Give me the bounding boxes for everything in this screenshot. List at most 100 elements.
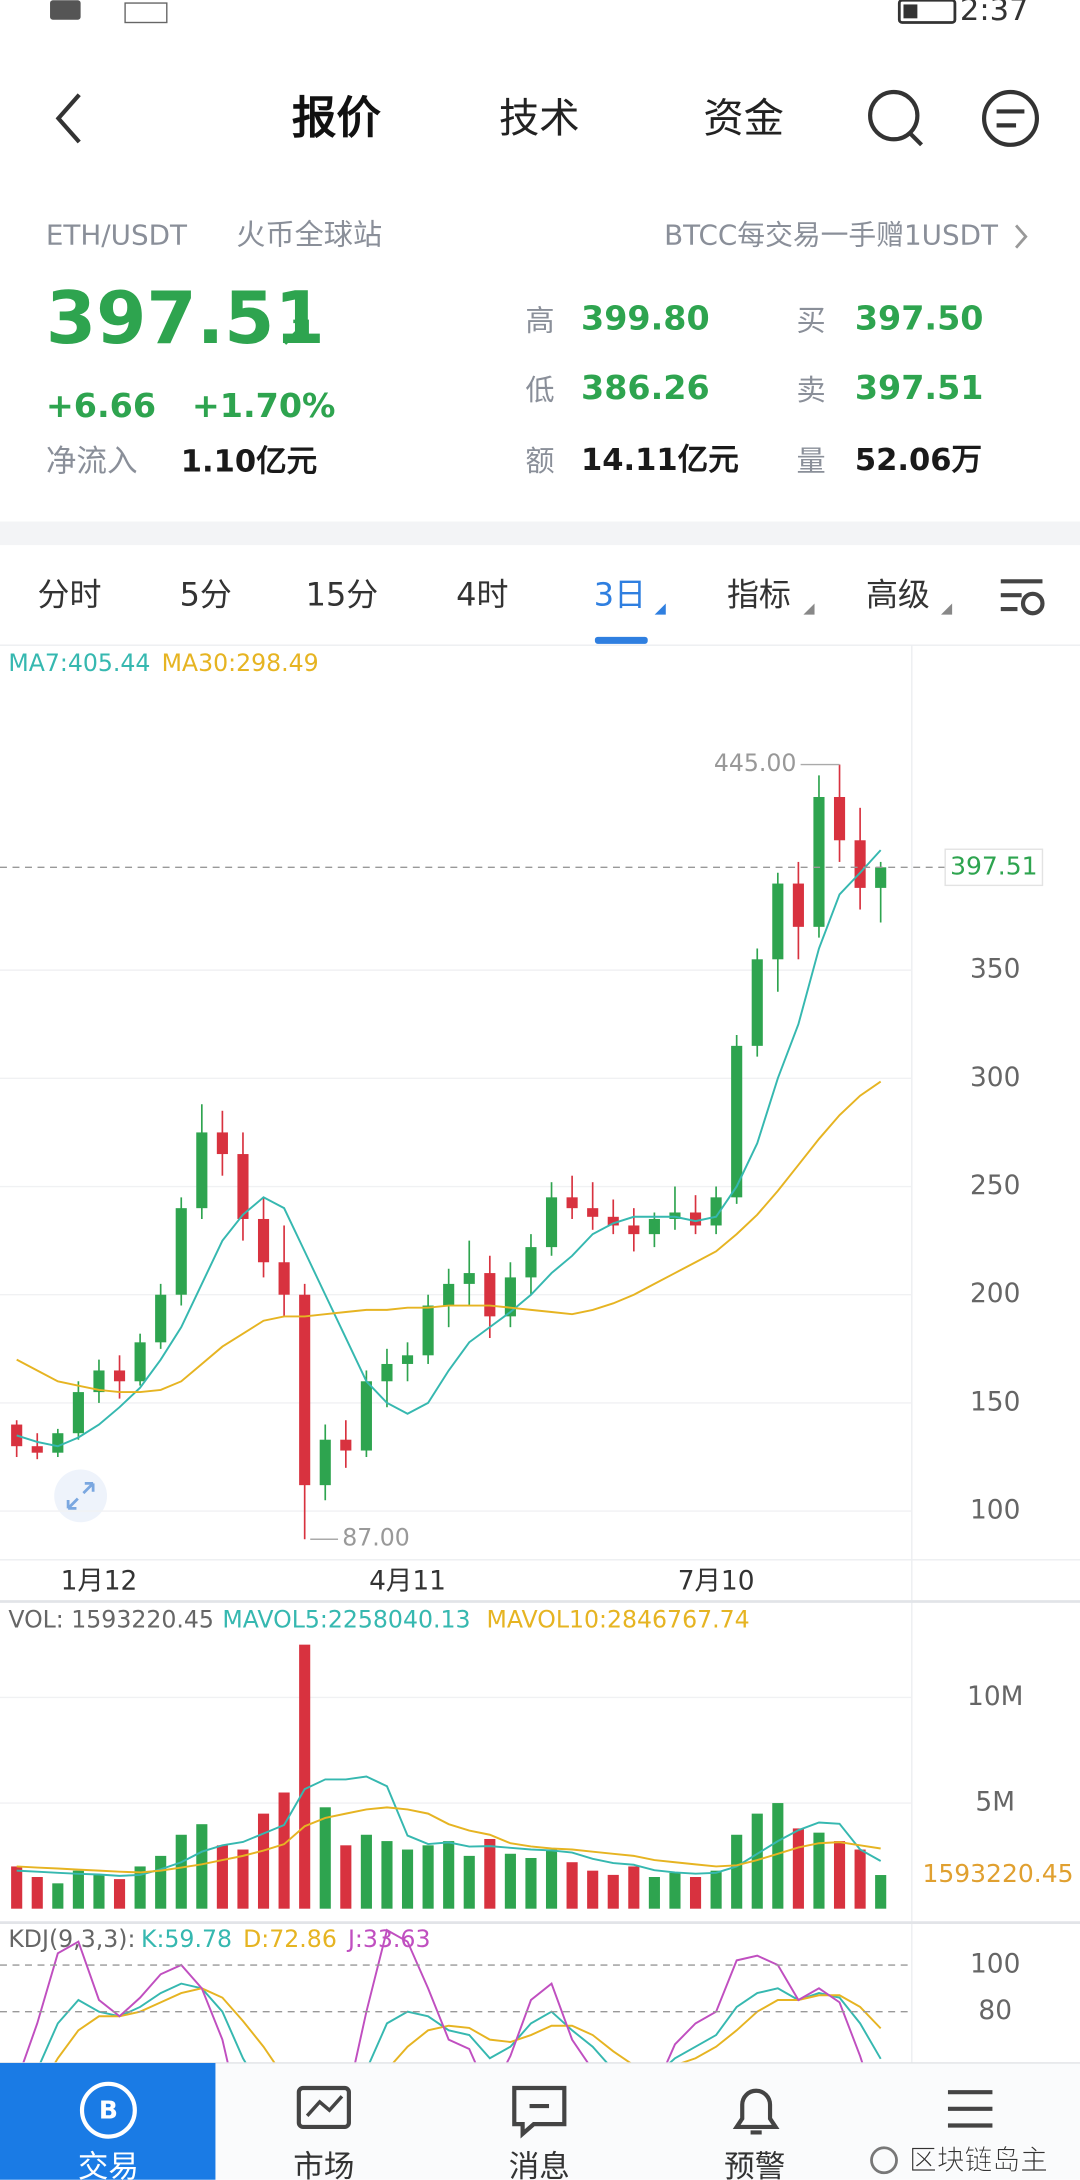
interval-tab[interactable]: 4时 <box>456 576 508 614</box>
stat-value: 397.50 <box>855 298 984 337</box>
panel-title: KDJ(9,3,3): <box>8 1925 135 1953</box>
message-icon <box>512 2085 567 2139</box>
interval-tab[interactable]: 5分 <box>180 576 232 614</box>
tab-label[interactable]: 市场 <box>293 2150 354 2180</box>
volume-bar <box>52 1883 64 1909</box>
tab-label[interactable]: 消息 <box>509 2150 570 2180</box>
nav-tab[interactable]: 资金 <box>703 95 784 142</box>
candle-body <box>545 1197 558 1248</box>
candle-body <box>504 1277 516 1317</box>
signal-icon <box>124 2 168 24</box>
candle-body <box>93 1370 105 1393</box>
candle-body <box>484 1273 496 1317</box>
interval-tab[interactable]: 3日 <box>594 576 646 614</box>
stat-value: 397.51 <box>855 368 984 407</box>
interval-tab[interactable]: 15分 <box>306 576 379 614</box>
candle-body <box>278 1262 290 1295</box>
volume-bar <box>340 1845 352 1909</box>
search-handle <box>908 132 924 147</box>
x-tick-label: 1月12 <box>61 1566 138 1597</box>
search-button[interactable] <box>868 89 924 147</box>
volume-bar <box>237 1849 249 1909</box>
stat-label: 买 <box>796 304 825 338</box>
nav-tab[interactable]: 技术 <box>499 95 580 142</box>
candle-body <box>463 1273 475 1284</box>
pair: ETH/USDT <box>46 219 188 252</box>
volume-bar <box>31 1877 43 1909</box>
volume-bar <box>443 1841 455 1909</box>
indicator-line <box>39 1982 882 2063</box>
volume-bar <box>72 1870 84 1909</box>
volume-bar <box>463 1855 475 1909</box>
candle-body <box>833 796 846 841</box>
trade-icon <box>79 2081 137 2139</box>
volume-bar <box>792 1828 804 1909</box>
legend-entry: MA30:298.49 <box>162 649 319 677</box>
legend-entry: D:72.86 <box>243 1925 337 1953</box>
interval-tab[interactable]: 分时 <box>38 576 102 614</box>
volume-bar <box>196 1824 208 1909</box>
candle-body <box>31 1446 43 1453</box>
candle-body <box>628 1225 640 1235</box>
legend-entry: VOL: 1593220.45 <box>8 1605 214 1633</box>
indicator-line <box>16 849 882 1448</box>
volume-bar <box>648 1877 660 1909</box>
charts: 100 150 200 250 300 350 1月12 4月11 7月10 MA7:405.44… <box>0 649 1074 2063</box>
expand-icon <box>66 1481 95 1510</box>
chart-settings[interactable] <box>1000 579 1045 616</box>
volume-bar <box>751 1813 763 1909</box>
volume-bar <box>134 1866 146 1909</box>
candle-body <box>710 1197 722 1226</box>
legend-entry: MAVOL5:2258040.13 <box>222 1605 470 1633</box>
volume-bar <box>381 1841 393 1909</box>
indicator-line <box>16 1080 882 1394</box>
candle-body <box>319 1439 331 1486</box>
menu-button[interactable] <box>982 89 1039 147</box>
tab-label[interactable]: 交易 <box>78 2150 139 2180</box>
promo-arrow <box>1015 224 1028 249</box>
y-tick-label: 100 <box>970 1949 1020 1980</box>
volume-bar <box>689 1877 702 1909</box>
nav-tab[interactable]: 报价 <box>292 93 381 144</box>
watermark: 区块链岛主 <box>909 2144 1048 2177</box>
up-arrow <box>283 319 309 345</box>
tab-label[interactable]: 预警 <box>724 2150 785 2180</box>
candle-body <box>875 867 887 888</box>
selected-underline <box>594 636 648 644</box>
interval-tab[interactable]: 指标 <box>727 576 791 614</box>
volume-bar <box>628 1866 640 1909</box>
promo[interactable]: BTCC每交易一手赠1USDT <box>664 219 999 252</box>
volume-bar <box>113 1879 126 1909</box>
candle-body <box>257 1218 270 1263</box>
last-price-box <box>944 848 1044 887</box>
legend-entry: J:33.63 <box>346 1925 431 1953</box>
y-tick-label: 200 <box>970 1278 1020 1309</box>
y-tick-label: 100 <box>970 1495 1020 1526</box>
volume-bar <box>669 1872 681 1909</box>
volume-bar <box>833 1841 846 1909</box>
change: +6.66 <box>46 386 156 425</box>
x-tick-label: 7月10 <box>678 1566 755 1597</box>
hd-icon <box>50 0 81 20</box>
exchange: 火币全球站 <box>236 218 382 252</box>
expand-bg <box>54 1469 108 1523</box>
volume-bar <box>607 1874 619 1909</box>
market-icon-line <box>305 2095 344 2117</box>
battery-icon <box>897 0 957 24</box>
volume-bar <box>566 1862 578 1909</box>
stat-label: 高 <box>525 304 554 338</box>
price-plot <box>11 764 887 1540</box>
volume-bar <box>319 1807 331 1909</box>
extreme-label: 87.00 <box>342 1524 410 1552</box>
candle-body <box>381 1363 393 1382</box>
expand-button[interactable] <box>54 1469 108 1523</box>
indicator-line <box>16 1806 881 1874</box>
back-button[interactable] <box>55 93 81 144</box>
y-tick-label: 5M <box>975 1787 1015 1818</box>
change-pct: +1.70% <box>192 386 336 425</box>
candle-body <box>854 840 866 888</box>
volume-bar <box>731 1834 743 1909</box>
y-tick-label: 150 <box>970 1386 1020 1417</box>
interval-tab[interactable]: 高级 <box>866 576 930 614</box>
